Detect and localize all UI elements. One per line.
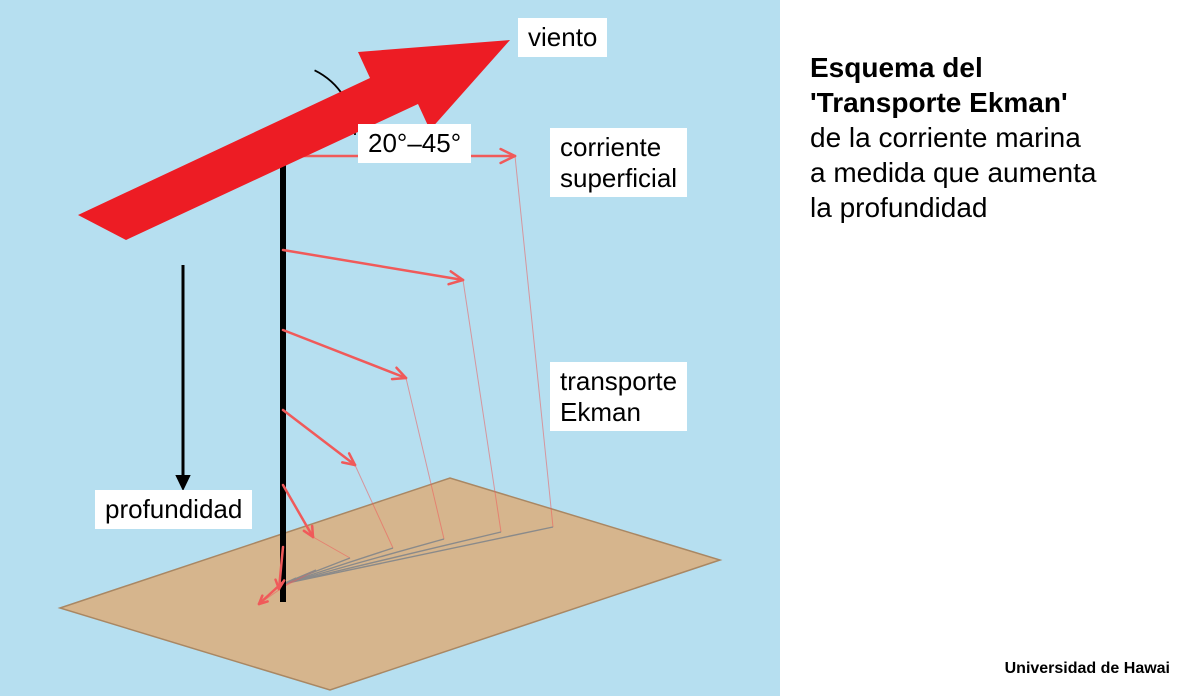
label-angle: 20°–45°	[358, 124, 471, 163]
text-panel: Esquema del 'Transporte Ekman' de la cor…	[780, 0, 1200, 696]
title-bold: Esquema del 'Transporte Ekman'	[810, 50, 1170, 120]
label-wind: viento	[518, 18, 607, 57]
title-regular: de la corriente marina a medida que aume…	[810, 120, 1170, 225]
diagram-panel: viento 20°–45° corriente superficial tra…	[0, 0, 780, 696]
label-ekman-transport: transporte Ekman	[550, 362, 687, 431]
label-surface-current: corriente superficial	[550, 128, 687, 197]
label-depth: profundidad	[95, 490, 252, 529]
credit: Universidad de Hawai	[1005, 660, 1170, 678]
ekman-diagram	[0, 0, 780, 696]
